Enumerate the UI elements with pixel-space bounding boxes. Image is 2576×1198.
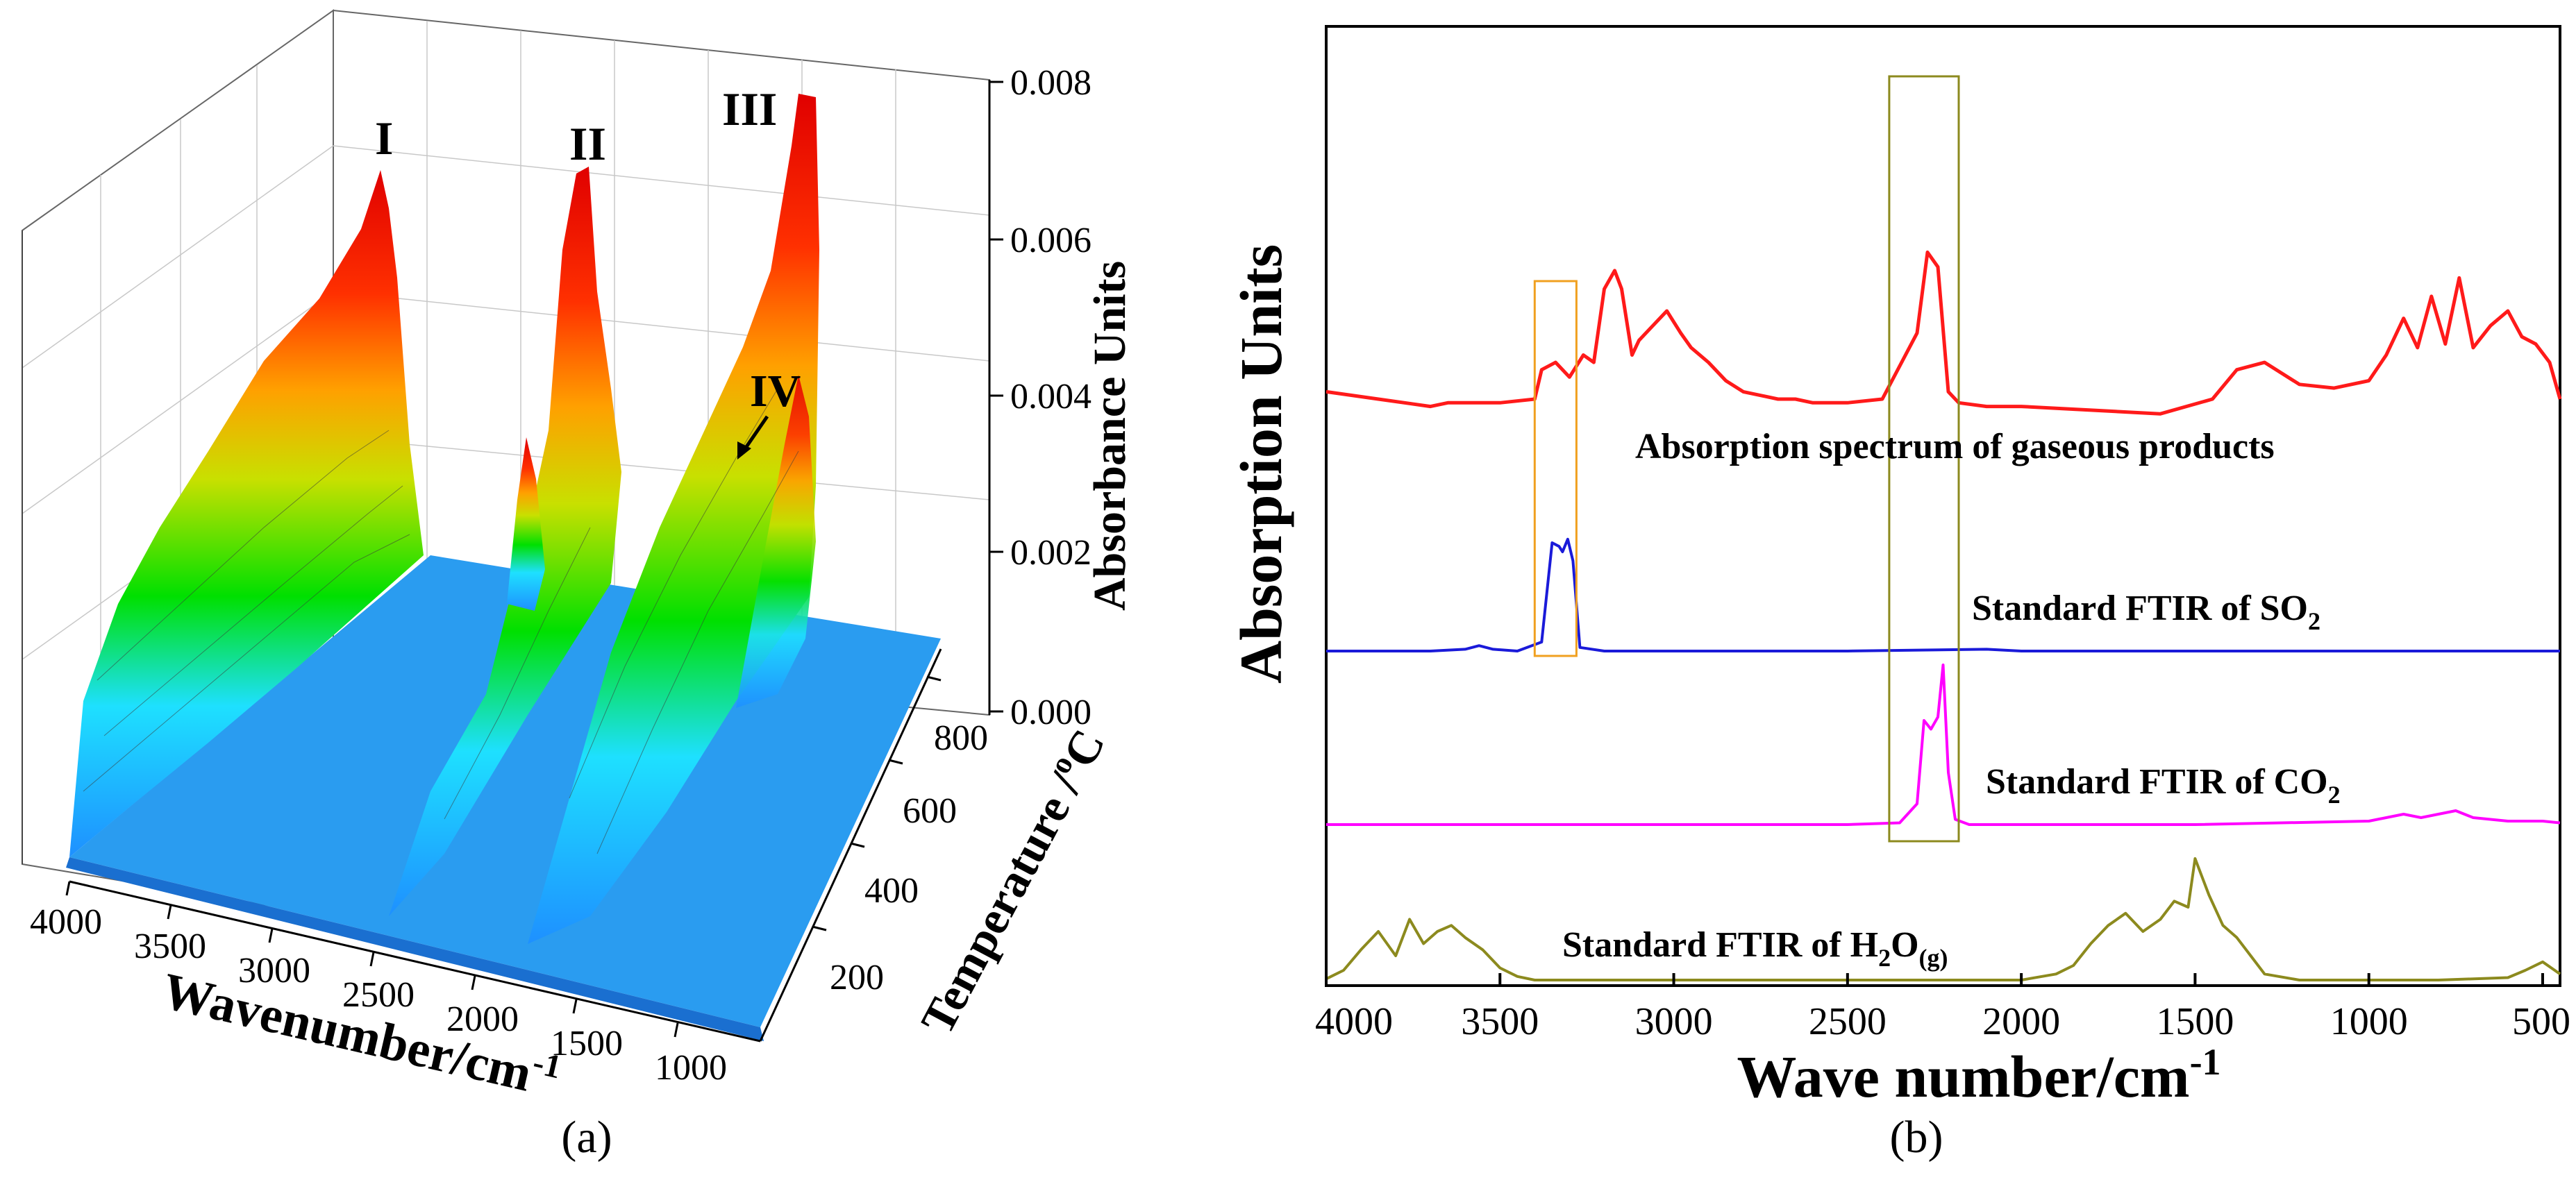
panel-a-z-tick-0.006: 0.006 <box>1010 221 1092 260</box>
panel-b-plot-frame <box>1325 25 2561 987</box>
panel-a-surface-band-IV <box>736 375 816 708</box>
panel-a-y-tick-200: 200 <box>830 958 884 997</box>
panel-b-y-axis-title: Absorption Units <box>1228 244 1294 684</box>
panel-b-caption: (b) <box>1890 1112 1943 1163</box>
panel-a-surface-front-edge <box>66 857 764 1041</box>
panel-a-y-tick-800: 800 <box>934 718 988 758</box>
panel-b-label-h2o: Standard FTIR of H2O(g) <box>1562 925 1948 972</box>
panel-b-label-so2: Standard FTIR of SO2 <box>1972 589 2320 635</box>
panel-a-z-tick-0.002: 0.002 <box>1010 533 1092 573</box>
panel-a-z-tick-0.004: 0.004 <box>1010 377 1092 416</box>
panel-a-y-axis-title: Temperature /oC <box>908 719 1115 1043</box>
panel-a-z-tick-labels: 0.008 0.006 0.004 0.002 0.000 <box>1010 63 1092 732</box>
panel-b-x-tick-label-4000: 4000 <box>1315 1000 1393 1043</box>
panel-b-x-tick-label-3500: 3500 <box>1461 1000 1539 1043</box>
panel-a-peak-label-I: I <box>375 112 393 164</box>
panel-a-x-tick-1500: 1500 <box>551 1024 623 1063</box>
panel-a-surface-band-II <box>389 167 621 916</box>
panel-a-x-tick-2500: 2500 <box>342 975 415 1015</box>
panel-a-x-axis-line <box>69 880 761 1043</box>
gaseous-spectrum-line <box>1325 250 2562 416</box>
panel-b-x-tick-label-2500: 2500 <box>1809 1000 1887 1043</box>
panel-a-x-tick-labels: 4000 3500 3000 2500 2000 1500 1000 <box>30 902 727 1088</box>
panel-b-plot-area <box>1325 75 2562 981</box>
co2-line <box>1326 664 2561 826</box>
panel-b-line-chart: 4000 3500 3000 2500 2000 1500 1000 500 Absorpti… <box>1228 25 2570 1163</box>
co2-highlight-box <box>1888 75 1960 843</box>
panel-a-x-ticks <box>65 881 679 1038</box>
panel-b-x-ticks: 4000 3500 3000 2500 2000 1500 1000 500 <box>1315 973 2570 1043</box>
panel-a-peak-IV-arrow <box>737 415 769 459</box>
panel-a-x-tick-4000: 4000 <box>30 902 102 942</box>
panel-a-y-axis-line <box>759 648 942 1042</box>
panel-a-y-ticks <box>812 675 942 931</box>
panel-a-x-tick-3000: 3000 <box>238 951 310 990</box>
panel-b-x-tick-label-500: 500 <box>2512 1000 2570 1043</box>
panel-a-y-tick-600: 600 <box>903 791 957 831</box>
panel-a-peak-label-III: III <box>722 83 777 135</box>
panel-b-x-axis-title: Wave number/cm-1 <box>1737 1041 2220 1110</box>
panel-a-z-ticks <box>989 81 1003 713</box>
panel-a-x-tick-3500: 3500 <box>134 927 206 966</box>
panel-a-y-tick-400: 400 <box>864 871 919 911</box>
panel-b-x-tick-label-2000: 2000 <box>1982 1000 2060 1043</box>
panel-a-caption: (a) <box>561 1112 612 1163</box>
panel-a-x-tick-1000: 1000 <box>655 1048 727 1088</box>
panel-a-isolines <box>83 388 799 854</box>
panel-a-y-tick-labels: 200 400 600 800 <box>830 718 988 997</box>
panel-b-x-tick-label-3000: 3000 <box>1635 1000 1713 1043</box>
panel-a-peak-label-II: II <box>569 117 606 170</box>
panel-b-label-gaseous: Absorption spectrum of gaseous products <box>1635 427 2275 466</box>
panel-a-surface-small-peak <box>507 437 545 611</box>
panel-a-surface-band-III <box>528 94 819 944</box>
panel-a-3d-surface: 4000 3500 3000 2500 2000 1500 1000 200 4… <box>22 9 1135 1163</box>
panel-b-x-tick-label-1500: 1500 <box>2156 1000 2234 1043</box>
panel-a-x-tick-2000: 2000 <box>446 999 519 1039</box>
so2-line <box>1326 537 2560 652</box>
panel-a-peak-label-IV: IV <box>750 366 801 416</box>
panel-b-x-tick-label-1000: 1000 <box>2330 1000 2408 1043</box>
panel-b-label-co2: Standard FTIR of CO2 <box>1986 762 2341 809</box>
panel-a-surface-band-I <box>69 170 424 857</box>
so2-highlight-box <box>1533 280 1578 657</box>
h2o-line <box>1325 857 2561 981</box>
panel-a-z-tick-0.000: 0.000 <box>1010 693 1092 732</box>
panel-a-z-axis-title: Absorbance Units <box>1085 261 1135 611</box>
panel-a-z-tick-0.008: 0.008 <box>1010 63 1092 103</box>
